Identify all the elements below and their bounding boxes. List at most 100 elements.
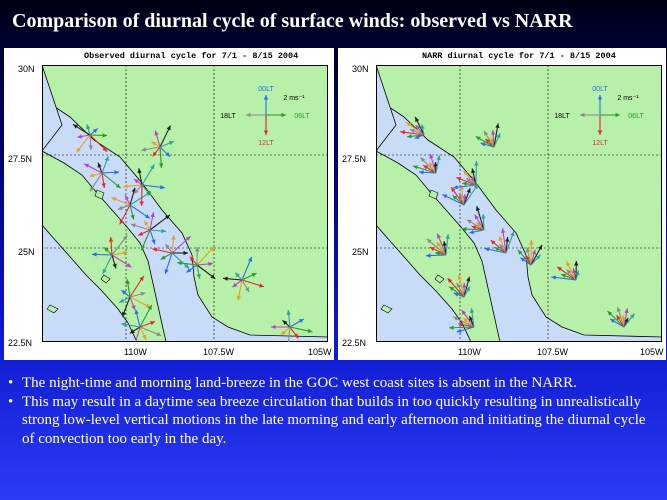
y-tick-30n: 30N [352,64,369,74]
arrowhead [574,261,579,266]
arrowhead [535,254,541,260]
arrowhead [458,322,464,327]
arrowhead [476,222,481,227]
legend-00lt: 00LT [258,86,274,93]
arrowhead [150,164,155,170]
arrowhead [92,252,97,257]
arrowhead [164,268,169,274]
station-wind-rose [119,275,151,317]
arrowhead [119,219,124,225]
arrowhead [445,234,450,239]
arrowhead [526,255,530,261]
bullet-item: • This may result in a daytime sea breeze… [8,393,660,449]
arrowhead [484,247,490,252]
arrowhead [429,161,434,167]
arrowhead [210,274,216,279]
arrowhead [466,178,472,183]
arrowhead [415,117,420,123]
arrowhead [140,291,146,297]
arrowhead [108,237,114,242]
arrowhead [97,162,102,168]
bullet-dot: • [8,375,14,391]
arrowhead [496,133,501,139]
arrowhead [456,328,462,333]
arrowhead [165,152,171,157]
arrowhead [166,125,171,131]
arrowhead [557,266,563,272]
legend-scale: 2 ms⁻¹ [283,95,305,102]
arrowhead [117,205,123,210]
station-wind-rose [223,256,265,301]
arrowhead [130,214,135,220]
legend-scale: 2 ms⁻¹ [617,95,639,102]
arrowhead [499,244,504,250]
arrowhead [141,245,146,251]
arrowhead [483,130,489,136]
island [434,274,445,284]
map-frame [42,65,328,342]
slide-title: Comparison of diurnal cycle of surface w… [12,10,573,32]
arrowhead [129,329,135,334]
arrowhead [471,225,477,230]
y-tick-25n: 25N [18,247,35,257]
arrowhead [184,263,190,269]
arrowhead [151,239,156,245]
x-tick-107-5w: 107.5W [203,347,235,357]
arrowhead [469,229,475,235]
island [100,274,111,284]
bullet-list: • The night-time and morning land-breeze … [8,374,660,448]
arrowhead [463,318,469,323]
arrowhead [458,192,463,198]
station-wind-rose [607,306,635,328]
y-tick-25n: 25N [352,247,369,257]
arrowhead [161,228,166,234]
bullet-text: The night-time and morning land-breeze i… [22,375,577,391]
arrowhead [410,129,416,134]
arrowhead [186,268,192,273]
arrowhead [209,246,215,252]
arrowhead [195,247,200,252]
x-tick-105w: 105W [640,347,664,357]
arrowhead [126,262,132,268]
arrowhead [498,236,503,242]
legend-18lt: 18LT [220,113,236,120]
arrowhead [165,214,170,220]
arrowhead [621,315,626,320]
arrowhead [453,292,459,297]
arrowhead [144,220,149,226]
wind-arrow [287,326,291,342]
island [94,189,105,200]
arrowhead [121,290,127,295]
arrowhead [133,189,139,194]
station-wind-rose [442,183,479,206]
arrowhead [517,249,523,255]
arrowhead [436,155,441,161]
arrowhead [419,170,424,175]
legend-12lt: 12LT [592,140,608,147]
arrowhead [538,244,543,250]
arrowhead [138,231,144,236]
arrowhead [90,186,95,192]
arrowhead [629,313,635,319]
arrowhead [453,316,459,321]
arrowhead [624,308,629,314]
narr-panel: NARR diurnal cycle for 7/1 - 8/15 2004 0… [338,48,666,360]
arrowhead [580,112,585,118]
arrowhead [457,274,462,280]
arrowhead [77,134,83,139]
arrowhead [616,315,621,321]
legend-06lt: 06LT [294,113,310,120]
arrowhead [407,134,412,139]
arrowhead [263,130,269,135]
legend-00lt: 00LT [592,86,608,93]
arrowhead [122,235,128,241]
legend-06lt: 06LT [628,113,644,120]
arrowhead [463,170,469,176]
arrowhead [429,153,434,159]
arrowhead [263,95,269,100]
arrowhead [480,142,486,147]
arrowhead [456,282,461,288]
wind-map: 00LT 2 ms⁻¹ 18LT 06LT 12LT [42,65,328,342]
arrowhead [150,212,155,218]
arrowhead [461,310,467,315]
